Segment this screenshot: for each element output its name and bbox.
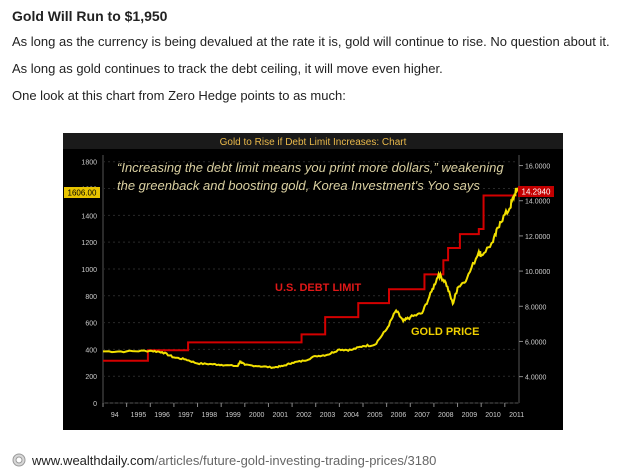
link-icon	[12, 453, 26, 467]
source-path[interactable]: /articles/future-gold-investing-trading-…	[154, 452, 437, 468]
x-tick-label: 2007	[414, 412, 430, 419]
x-tick-label: 2003	[320, 412, 336, 419]
x-tick-label: 1997	[178, 412, 194, 419]
article-paragraph-1: As long as the currency is being devalue…	[12, 34, 610, 49]
right-tick-label: 12.0000	[525, 234, 550, 241]
series-gold-price-line	[103, 187, 519, 369]
chart-svg: Gold to Rise if Debt Limit Increases: Ch…	[63, 133, 563, 430]
x-tick-label: 1996	[154, 412, 170, 419]
x-tick-label: 94	[111, 412, 119, 419]
right-axis: 4.0000 6.0000 8.0000 10.0000 12.0000 14.0000 1…	[519, 164, 550, 382]
x-tick-label: 2009	[462, 412, 478, 419]
chart-quote-line-1: “Increasing the debt limit means you pri…	[117, 160, 504, 175]
left-tick-label: 600	[85, 321, 97, 328]
x-tick-label: 2002	[296, 412, 312, 419]
left-tick-label: 400	[85, 347, 97, 354]
x-tick-label: 2011	[509, 412, 524, 419]
last-value-left-label: 1606.00	[68, 189, 97, 198]
article-paragraph-2: As long as gold continues to track the d…	[12, 61, 443, 76]
right-tick-label: 4.0000	[525, 375, 547, 382]
x-tick-label: 2006	[391, 412, 407, 419]
x-tick-label: 1999	[225, 412, 241, 419]
left-tick-label: 1200	[81, 240, 97, 247]
article: Gold Will Run to $1,950 As long as the c…	[12, 8, 624, 115]
x-tick-label: 2008	[438, 412, 454, 419]
right-tick-label: 14.0000	[525, 199, 550, 206]
left-tick-label: 1400	[81, 213, 97, 220]
chart-background	[63, 133, 563, 430]
chart-title: Gold to Rise if Debt Limit Increases: Ch…	[220, 137, 407, 148]
last-value-right-badge	[518, 186, 554, 197]
x-tick-label: 1995	[131, 412, 147, 419]
x-tick-label: 2001	[272, 412, 288, 419]
gold-debt-chart: Gold to Rise if Debt Limit Increases: Ch…	[63, 133, 563, 430]
series-debt-limit-line	[103, 194, 517, 362]
x-tick-label: 2005	[367, 412, 383, 419]
left-tick-label: 1000	[81, 267, 97, 274]
left-tick-label: 0	[93, 401, 97, 408]
x-tick-label: 2010	[485, 412, 501, 419]
right-tick-label: 10.0000	[525, 269, 550, 276]
x-tick-label: 2000	[249, 412, 265, 419]
series-label-debt-limit: U.S. DEBT LIMIT	[275, 282, 361, 294]
x-tick-label: 1998	[202, 412, 218, 419]
right-tick-label: 16.0000	[525, 164, 550, 171]
left-tick-label: 1800	[81, 160, 97, 167]
chart-title-bar	[63, 133, 563, 149]
last-value-right-label: 14.2940	[522, 188, 551, 197]
right-tick-label: 6.0000	[525, 339, 547, 346]
x-axis: 94 1995 1996 1997 1998 1999 2000 2001 2002 2003 20…	[102, 403, 524, 419]
source-link[interactable]: www.wealthdaily.com/articles/future-gold…	[12, 450, 624, 470]
source-domain[interactable]: www.wealthdaily.com	[32, 452, 155, 468]
left-tick-label: 800	[85, 294, 97, 301]
article-paragraph-3: One look at this chart from Zero Hedge p…	[12, 88, 346, 103]
x-tick-label: 2004	[343, 412, 359, 419]
right-tick-label: 8.0000	[525, 304, 547, 311]
left-tick-label: 200	[85, 374, 97, 381]
article-headline: Gold Will Run to $1,950	[12, 8, 168, 24]
chart-quote-line-2: the greenback and boosting gold, Korea I…	[117, 178, 480, 193]
series-label-gold-price: GOLD PRICE	[411, 326, 479, 338]
last-value-left-badge	[64, 187, 100, 198]
